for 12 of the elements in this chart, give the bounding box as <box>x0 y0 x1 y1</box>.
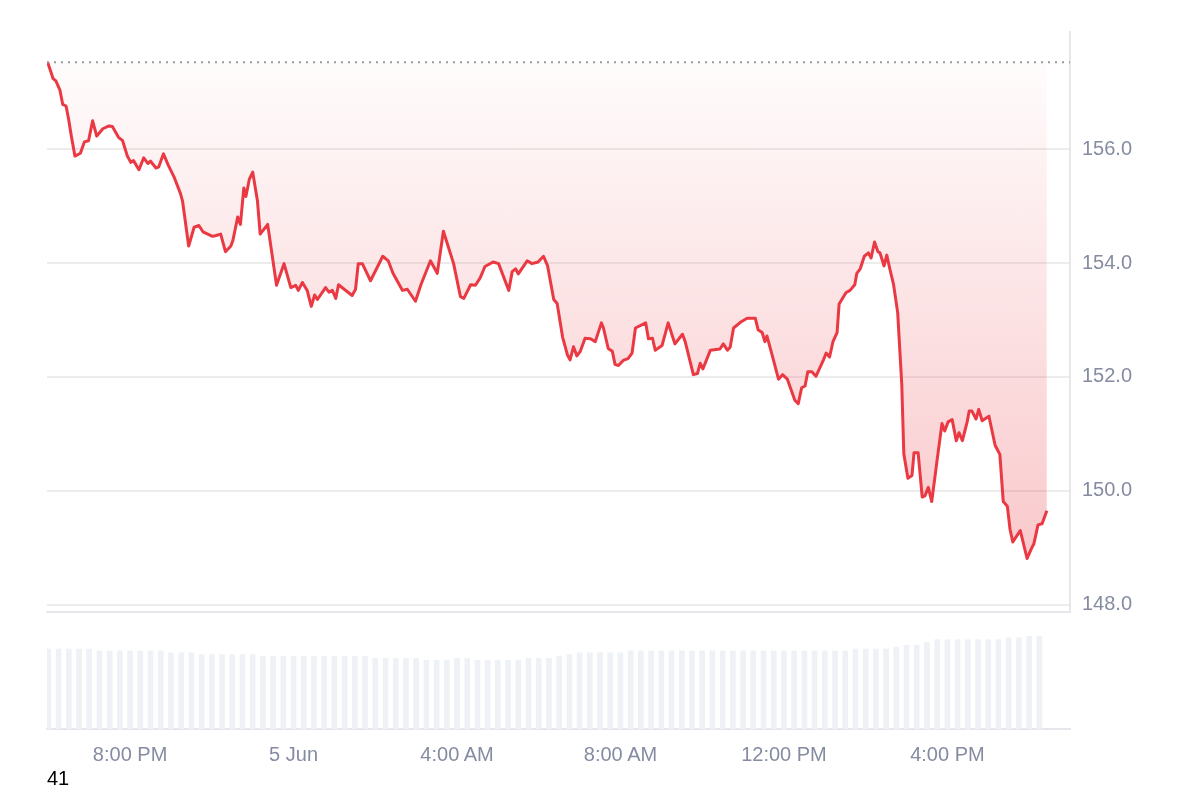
x-tick-label: 4:00 PM <box>910 742 985 765</box>
y-tick-label: 156.0 <box>1082 136 1133 159</box>
y-tick-label: 152.0 <box>1082 364 1133 387</box>
x-tick-label: 12:00 PM <box>741 742 827 765</box>
x-tick-label: 4:00 AM <box>420 742 494 765</box>
y-tick-label: 148.0 <box>1082 592 1133 615</box>
x-tick-label: 5 Jun <box>269 742 319 765</box>
y-tick-label: 154.0 <box>1082 250 1133 273</box>
x-tick-label: 8:00 PM <box>92 742 168 765</box>
y-tick-label: 150.0 <box>1082 478 1133 501</box>
text: 41 <box>47 767 70 790</box>
x-tick-label: 8:00 AM <box>583 742 658 765</box>
